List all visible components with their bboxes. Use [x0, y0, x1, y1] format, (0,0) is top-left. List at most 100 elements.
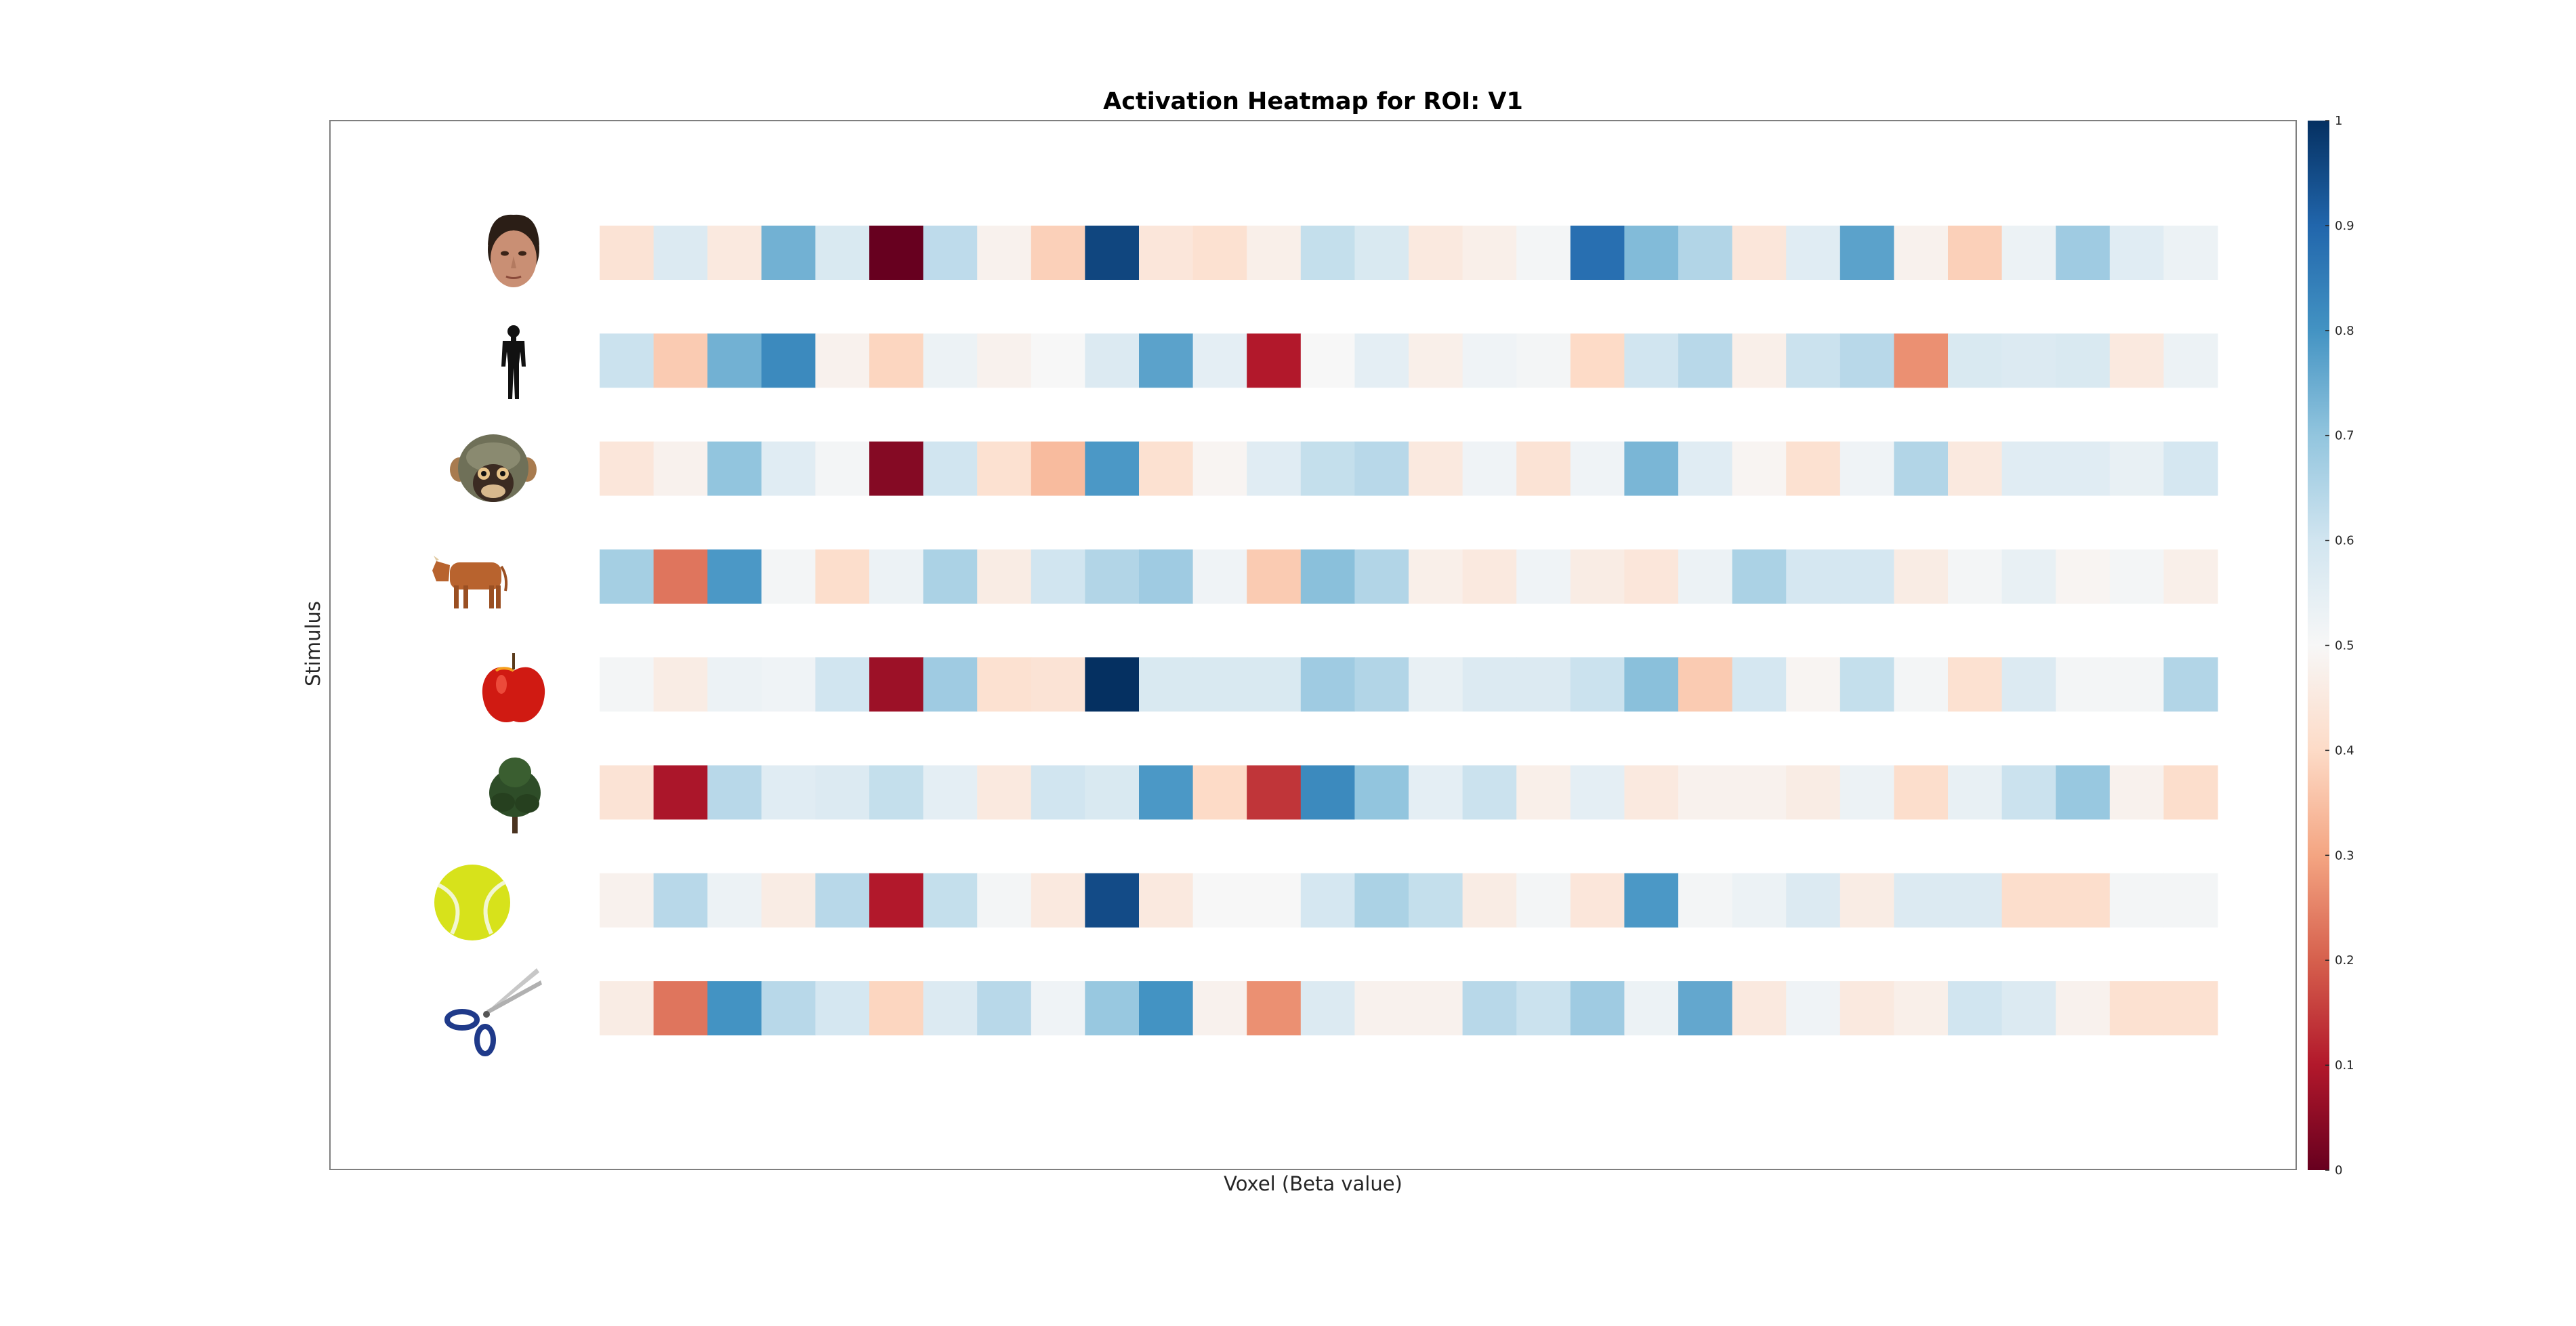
heatmap-cell — [1300, 226, 1355, 280]
heatmap-cell — [1948, 333, 2003, 388]
heatmap-cell — [1192, 549, 1247, 604]
heatmap-cell — [1840, 981, 1894, 1036]
heatmap-cell — [815, 226, 870, 280]
heatmap-cell — [1031, 981, 1085, 1036]
heatmap-cell — [1894, 333, 1949, 388]
heatmap-cell — [923, 981, 978, 1036]
heatmap-cell — [1894, 981, 1949, 1036]
heatmap-cell — [1732, 765, 1787, 820]
heatmap-row — [600, 765, 2218, 820]
heatmap-cell — [1300, 549, 1355, 604]
heatmap-cell — [1948, 873, 2003, 928]
heatmap-cell — [869, 981, 924, 1036]
heatmap-cell — [1139, 873, 1194, 928]
heatmap-cell — [923, 441, 978, 496]
heatmap-cell — [707, 226, 762, 280]
heatmap-cell — [1462, 981, 1517, 1036]
heatmap-cell — [1840, 657, 1894, 712]
heatmap-cell — [1570, 333, 1625, 388]
heatmap-cell — [869, 333, 924, 388]
heatmap-cell — [653, 226, 708, 280]
heatmap-cell — [2109, 333, 2164, 388]
heatmap-cell — [1031, 333, 1085, 388]
heatmap-cell — [815, 765, 870, 820]
heatmap-cell — [923, 226, 978, 280]
heatmap-cell — [1462, 441, 1517, 496]
heatmap-cell — [1570, 657, 1625, 712]
heatmap-cell — [1732, 873, 1787, 928]
heatmap-cell — [2163, 441, 2218, 496]
heatmap-cell — [1409, 549, 1463, 604]
heatmap-cell — [1139, 441, 1194, 496]
heatmap-cell — [1678, 981, 1733, 1036]
heatmap-cell — [1031, 226, 1085, 280]
heatmap-cell — [1678, 873, 1733, 928]
heatmap-cell — [1354, 981, 1409, 1036]
heatmap-cell — [1840, 226, 1894, 280]
heatmap-cell — [1516, 226, 1571, 280]
heatmap-cell — [1354, 226, 1409, 280]
heatmap-cell — [1516, 981, 1571, 1036]
heatmap-cell — [1462, 873, 1517, 928]
heatmap-cell — [761, 873, 816, 928]
heatmap-cell — [869, 873, 924, 928]
heatmap-cell — [1948, 657, 2003, 712]
heatmap-cell — [1840, 765, 1894, 820]
heatmap-cell — [1516, 441, 1571, 496]
heatmap-cell — [1516, 765, 1571, 820]
heatmap-cell — [653, 657, 708, 712]
heatmap-cell — [707, 765, 762, 820]
heatmap-cell — [1031, 873, 1085, 928]
heatmap-cell — [1085, 333, 1140, 388]
heatmap-cell — [2056, 333, 2111, 388]
heatmap-cell — [2001, 441, 2056, 496]
x-axis-label: Voxel (Beta value) — [1224, 1172, 1403, 1195]
heatmap-cell — [1085, 873, 1140, 928]
heatmap-cell — [1139, 657, 1194, 712]
plot-area — [329, 120, 2297, 1170]
heatmap-cell — [1409, 981, 1463, 1036]
heatmap-cell — [1300, 657, 1355, 712]
heatmap-cell — [1948, 441, 2003, 496]
heatmap-cell — [761, 765, 816, 820]
tree-icon — [489, 758, 541, 833]
heatmap-cell — [1624, 873, 1679, 928]
heatmap-cell — [977, 765, 1032, 820]
heatmap-cell — [1786, 333, 1841, 388]
heatmap-cell — [1840, 441, 1894, 496]
heatmap-cell — [2163, 657, 2218, 712]
heatmap-cell — [923, 549, 978, 604]
heatmap-cell — [1678, 333, 1733, 388]
heatmap-cell — [1786, 657, 1841, 712]
heatmap-cell — [977, 549, 1032, 604]
heatmap-cell — [1678, 226, 1733, 280]
heatmap-cell — [1732, 549, 1787, 604]
heatmap-cell — [1786, 441, 1841, 496]
stimulus-icons — [432, 214, 545, 1056]
heatmap-cell — [977, 981, 1032, 1036]
heatmap-cell — [1840, 873, 1894, 928]
heatmap-cell — [707, 873, 762, 928]
heatmap-cell — [1192, 333, 1247, 388]
heatmap-cell — [761, 333, 816, 388]
heatmap-cell — [2056, 549, 2111, 604]
heatmap-row — [600, 441, 2218, 496]
heatmap-cell — [653, 873, 708, 928]
heatmap-cell — [2001, 657, 2056, 712]
heatmap-cell — [977, 873, 1032, 928]
apple-icon — [482, 653, 545, 723]
heatmap-cell — [1085, 657, 1140, 712]
heatmap-cell — [1732, 981, 1787, 1036]
colorbar-tick-label: 0.7 — [2335, 429, 2354, 443]
colorbar-ticks: 0 0.1 0.2 0.3 0.4 0.5 0.6 0.7 0.8 0.9 1 — [2325, 114, 2354, 1178]
heatmap-cell — [653, 981, 708, 1036]
heatmap-cell — [815, 333, 870, 388]
heatmap-cell — [1894, 765, 1949, 820]
heatmap-cell — [1085, 765, 1140, 820]
heatmap-cell — [1732, 657, 1787, 712]
heatmap-cell — [815, 981, 870, 1036]
heatmap-cell — [761, 226, 816, 280]
heatmap-cell — [600, 226, 655, 280]
heatmap-cell — [1247, 873, 1302, 928]
heatmap-cell — [2056, 873, 2111, 928]
